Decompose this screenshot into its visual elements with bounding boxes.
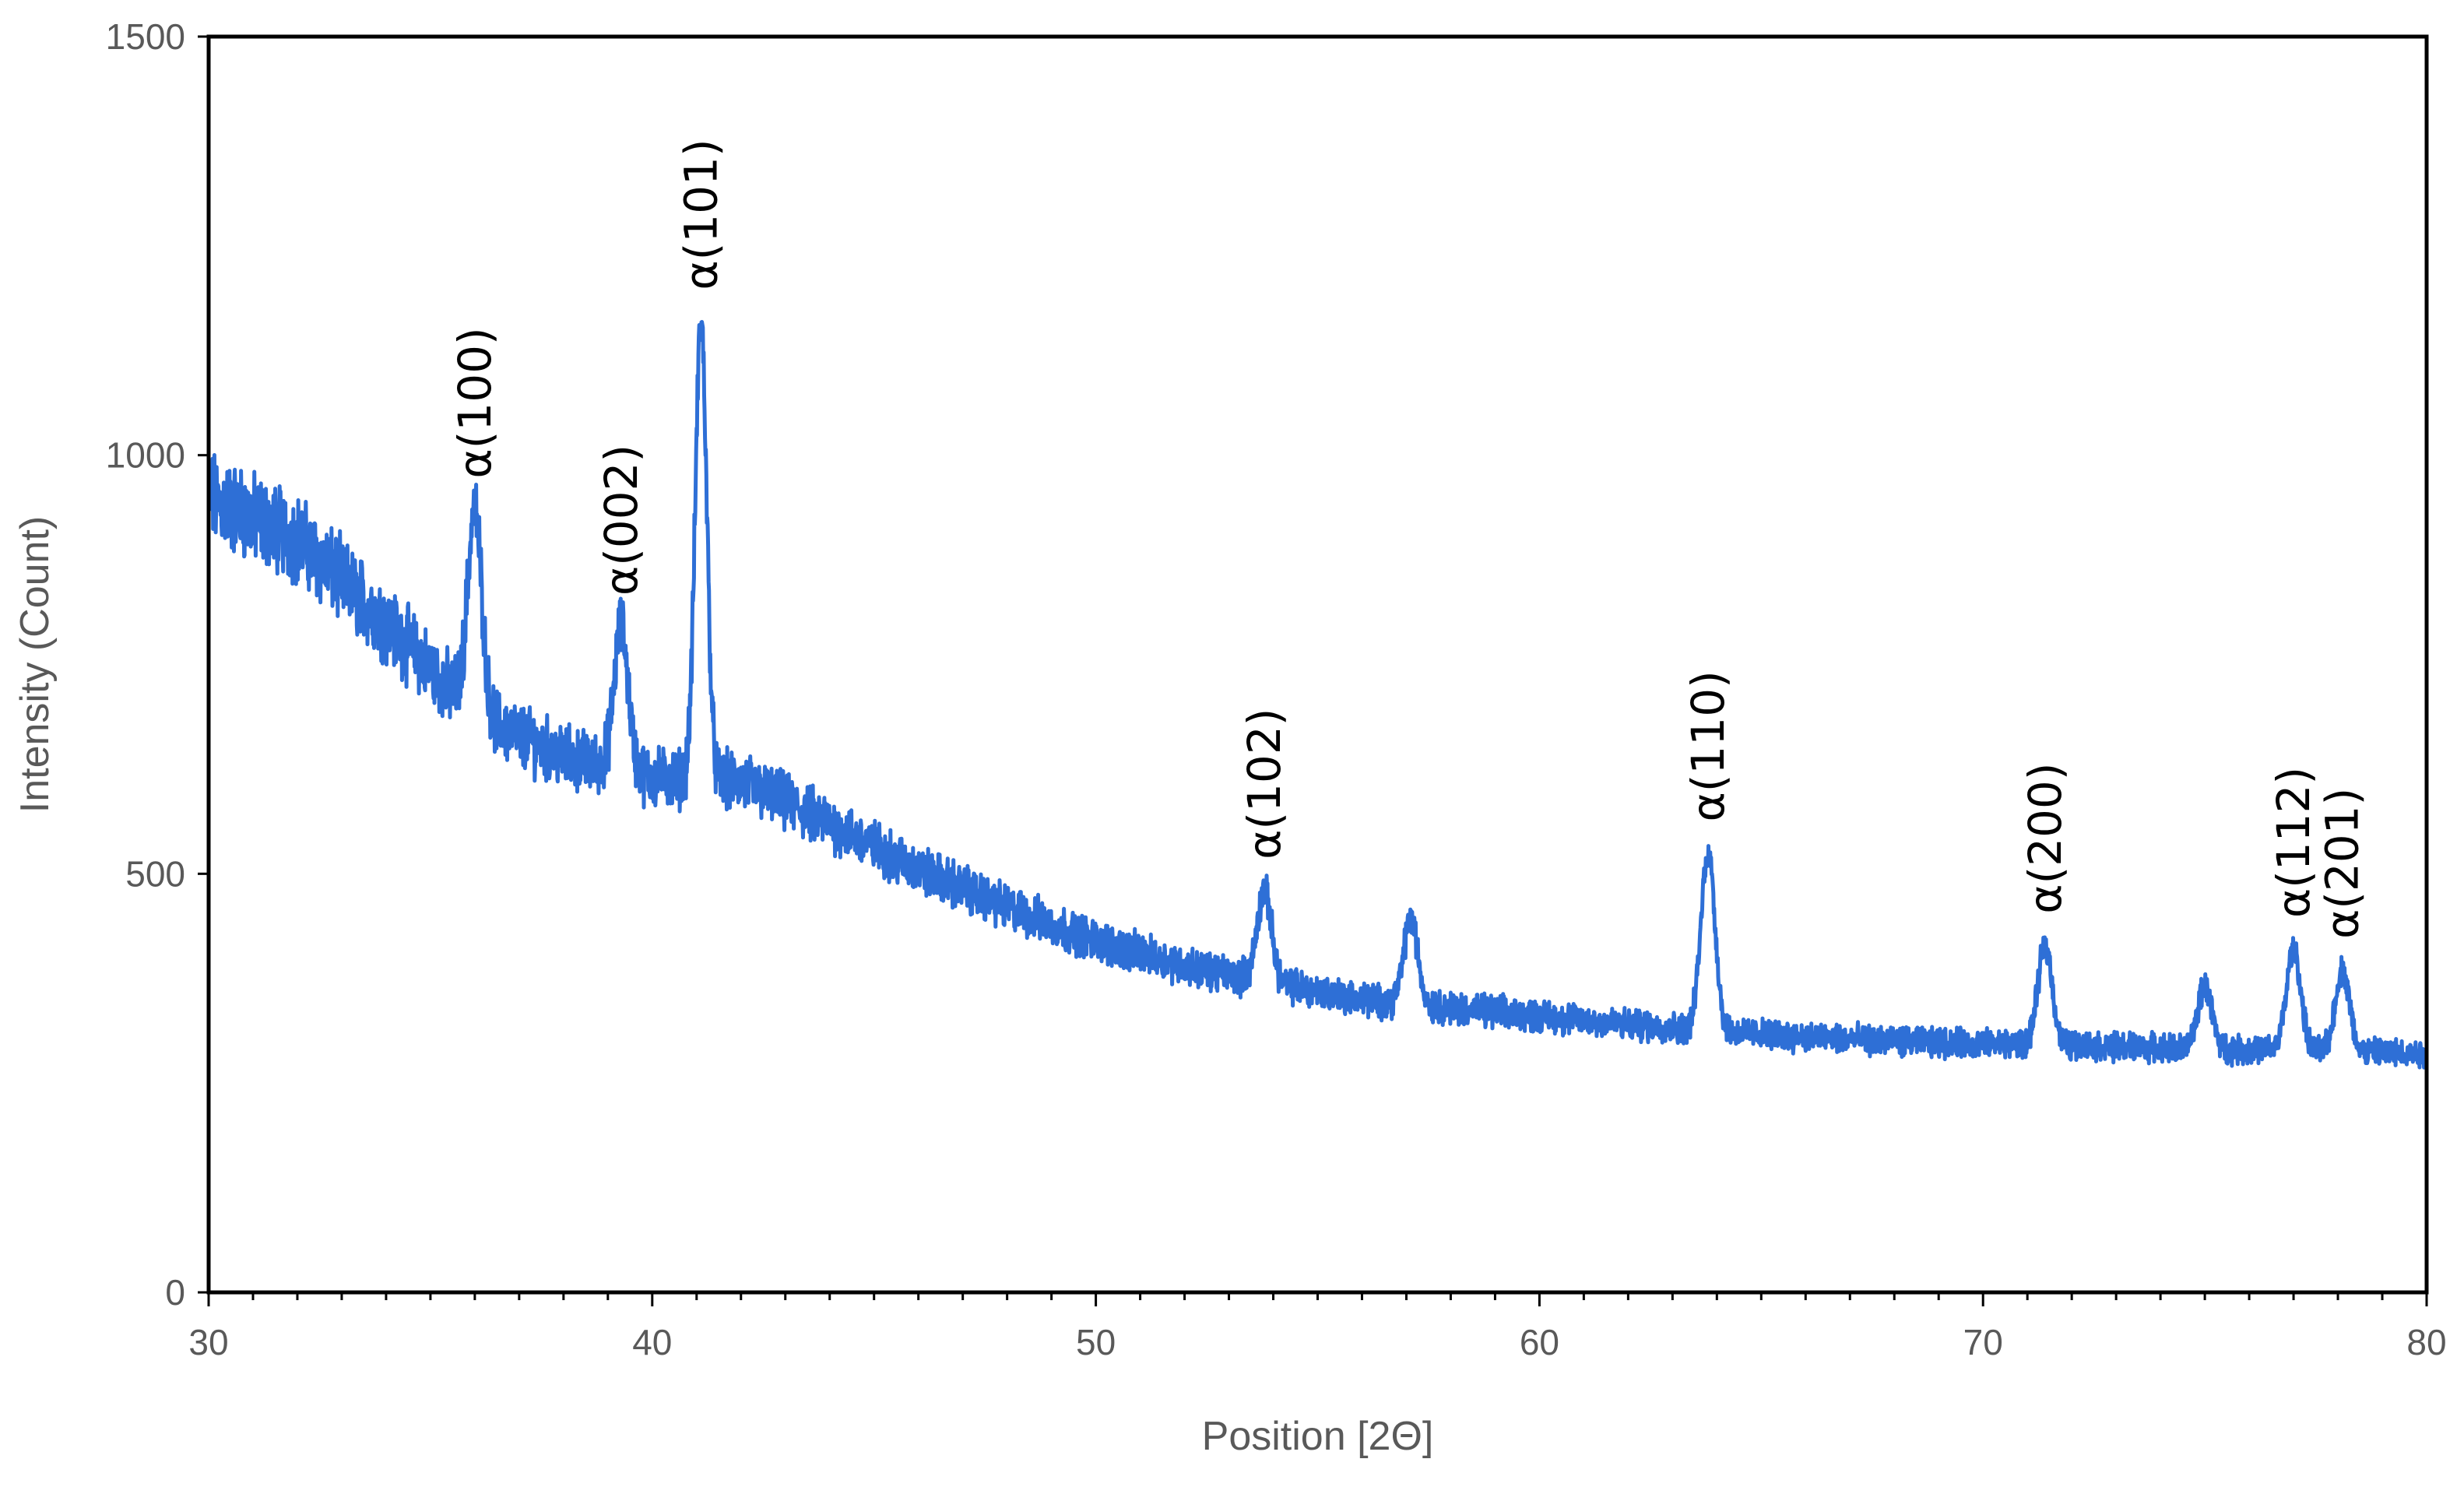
diffraction-pattern-line bbox=[206, 320, 2429, 1070]
peak-label: α(110) bbox=[1682, 670, 1735, 821]
x-tick-label: 80 bbox=[2406, 1322, 2446, 1362]
x-tick-label: 60 bbox=[1520, 1322, 1559, 1362]
x-axis-title: Position [2Θ] bbox=[1202, 1414, 1434, 1459]
peak-label: α(200) bbox=[2019, 763, 2072, 914]
peak-label: α(102) bbox=[1238, 708, 1291, 860]
x-tick-label: 30 bbox=[188, 1322, 228, 1362]
peak-label: α(112) bbox=[2267, 767, 2320, 918]
y-axis-ticks: 0 500 1000 1500 bbox=[106, 16, 209, 1313]
y-axis-title: Intensity (Count) bbox=[12, 516, 58, 814]
y-tick-label: 1000 bbox=[106, 435, 185, 476]
x-tick-label: 50 bbox=[1076, 1322, 1116, 1362]
x-axis-ticks: 30 40 50 60 70 80 bbox=[188, 1292, 2447, 1362]
y-tick-label: 500 bbox=[125, 853, 185, 894]
peak-label: α(101) bbox=[674, 139, 727, 290]
y-tick-label: 0 bbox=[165, 1272, 185, 1313]
peak-labels: α(100) α(002) α(101) α(102) α(110) α(200) α(11… bbox=[448, 139, 2369, 939]
x-tick-label: 40 bbox=[632, 1322, 672, 1362]
peak-label: α(100) bbox=[448, 327, 501, 478]
y-tick-label: 1500 bbox=[106, 16, 185, 57]
peak-label: α(201) bbox=[2316, 788, 2369, 939]
peak-label: α(002) bbox=[595, 445, 648, 596]
x-tick-label: 70 bbox=[1963, 1322, 2003, 1362]
